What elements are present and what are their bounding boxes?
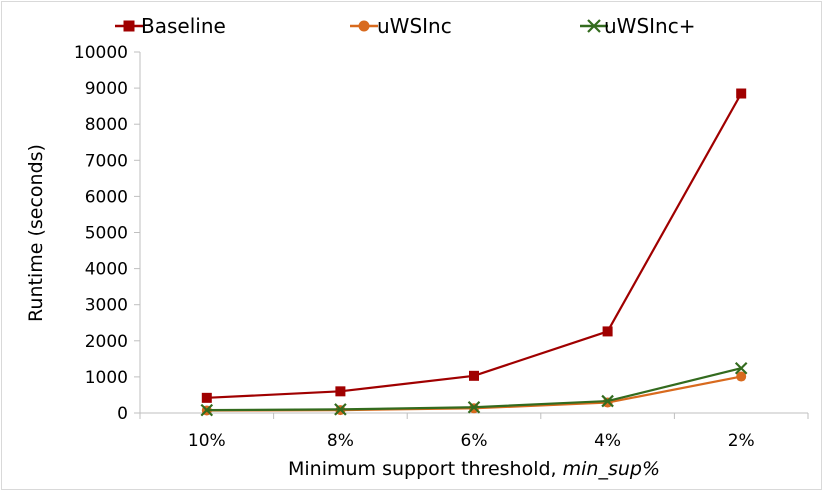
y-axis-title: Runtime (seconds) (25, 144, 47, 322)
x-tick-label: 8% (327, 431, 354, 451)
x-axis-title-prefix: Minimum support threshold, (288, 458, 563, 480)
y-axis: 0 1000 2000 3000 4000 5000 6000 7000 8000 9000 100… (74, 43, 141, 424)
chart-border (1, 1, 822, 490)
y-tick-label: 5000 (85, 224, 128, 244)
data-point-uwsinc-plus (200, 403, 214, 417)
y-tick-label: 0 (117, 404, 128, 424)
data-point-uwsinc-plus (467, 400, 481, 414)
legend-item-baseline: Baseline (115, 14, 226, 38)
data-point-baseline (469, 370, 479, 381)
data-point-uwsinc-plus (334, 403, 347, 416)
legend-label-baseline: Baseline (141, 14, 226, 38)
legend-item-uwsinc: uWSInc (350, 14, 452, 38)
data-point-baseline (602, 326, 613, 337)
legend-item-uwsinc-plus: uWSInc+ (580, 14, 695, 38)
data-point-uwsinc-plus (601, 394, 614, 408)
x-axis-title-emph: min_sup% (563, 458, 660, 480)
data-point-baseline (201, 392, 212, 403)
legend-marker-baseline (123, 20, 135, 32)
y-tick-label: 3000 (85, 296, 128, 316)
y-tick-label: 2000 (85, 332, 128, 352)
legend-marker-uwsinc-plus (587, 19, 601, 33)
x-tick-label: 2% (728, 431, 755, 451)
series-line-baseline (206, 92, 743, 399)
series-baseline (201, 88, 747, 403)
y-tick-label: 10000 (74, 43, 128, 63)
y-tick-label: 4000 (85, 260, 128, 280)
y-tick-label: 7000 (85, 151, 128, 171)
y-tick-label: 9000 (85, 79, 128, 99)
legend-marker-uwsinc (358, 20, 370, 32)
x-tick-label: 6% (461, 431, 488, 451)
legend-label-uwsinc: uWSInc (377, 14, 452, 38)
y-tick-label: 6000 (85, 187, 128, 207)
series-layer (200, 88, 748, 417)
y-tick-label: 8000 (85, 115, 128, 135)
legend-label-uwsinc-plus: uWSInc+ (604, 14, 695, 38)
x-axis: 10% 8% 6% 4% 2% (139, 412, 809, 451)
data-point-uwsinc (736, 371, 747, 382)
y-tick-label: 1000 (85, 368, 128, 388)
x-axis-title: Minimum support threshold, min_sup% (288, 458, 660, 480)
data-point-baseline (335, 386, 346, 397)
data-point-baseline (736, 88, 747, 99)
data-point-uwsinc-plus (734, 361, 748, 375)
x-tick-label: 10% (188, 431, 226, 451)
legend: Baseline uWSInc uWSInc+ (115, 14, 695, 38)
series-uwsinc-plus (200, 361, 748, 417)
x-tick-label: 4% (594, 431, 621, 451)
